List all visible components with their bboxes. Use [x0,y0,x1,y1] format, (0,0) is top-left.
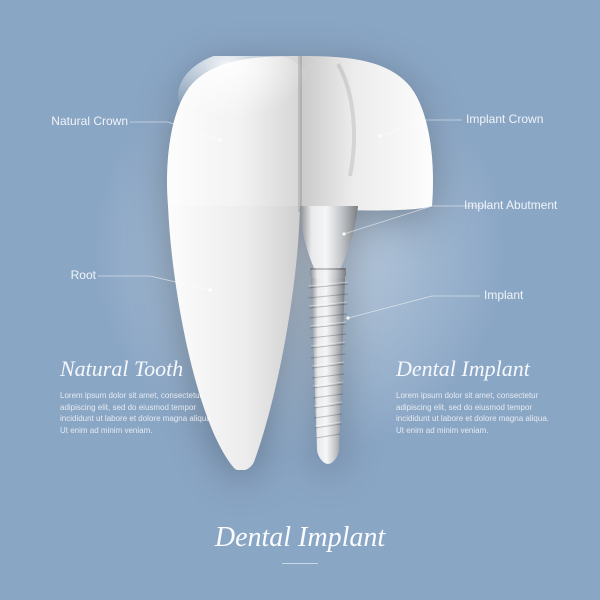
implant-crown-shape [300,56,433,211]
callout-natural-crown: Natural Crown [46,114,128,128]
callout-root: Root [66,268,96,282]
callout-implant: Implant [484,288,523,302]
callout-implant-abutment: Implant Abutment [464,198,557,212]
main-title: Dental Implant [0,522,600,554]
abutment-shape [300,206,358,268]
section-dental-implant: Dental Implant Lorem ipsum dolor sit ame… [396,356,556,436]
section-heading-left: Natural Tooth [60,356,220,382]
section-body-right: Lorem ipsum dolor sit amet, consectetur … [396,390,556,436]
section-body-left: Lorem ipsum dolor sit amet, consectetur … [60,390,220,436]
section-natural-tooth: Natural Tooth Lorem ipsum dolor sit amet… [60,356,220,436]
section-heading-right: Dental Implant [396,356,556,382]
callout-implant-crown: Implant Crown [466,112,543,126]
title-divider [282,563,318,564]
